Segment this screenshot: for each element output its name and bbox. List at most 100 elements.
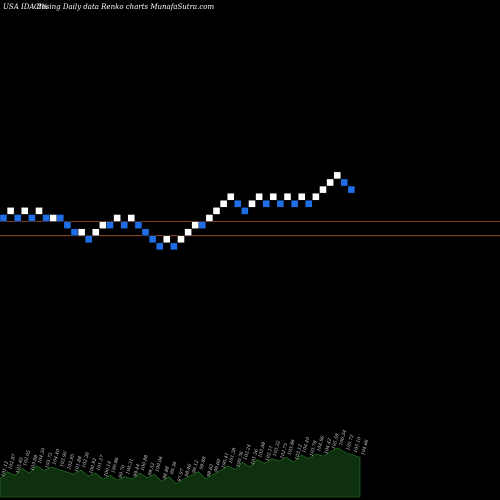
volume-label-38: 102.75 <box>279 442 289 459</box>
volume-label-33: 102.24 <box>243 444 253 461</box>
volume-label-24: 97.97 <box>176 468 185 482</box>
volume-area <box>0 447 361 498</box>
volume-label-42: 103.78 <box>309 440 319 457</box>
volume-label-16: 99.70 <box>118 464 127 478</box>
renko-brick-20 <box>141 228 150 236</box>
volume-label-4: 103.88 <box>30 454 40 471</box>
volume-label-26: 99.12 <box>191 460 200 474</box>
renko-brick-22 <box>155 242 164 251</box>
renko-brick-9 <box>63 221 72 229</box>
renko-brick-39 <box>276 200 285 208</box>
renko-brick-47 <box>333 171 341 180</box>
volume-label-3: 102.05 <box>22 450 32 467</box>
volume-label-6: 103.75 <box>44 452 54 469</box>
volume-label-32: 100.76 <box>235 451 245 468</box>
renko-brick-19 <box>134 221 143 229</box>
volume-label-8: 103.90 <box>59 451 69 468</box>
renko-brick-15 <box>106 221 114 229</box>
volume-label-21: 100.06 <box>154 456 164 473</box>
renko-brick-26 <box>184 228 192 236</box>
chart-caption: Closing Daily data Renko charts MunafaSu… <box>34 3 214 11</box>
volume-label-49: 104.66 <box>360 439 370 456</box>
volume-label-43: 104.96 <box>316 435 326 452</box>
volume-label-11: 102.36 <box>81 451 91 468</box>
renko-brick-13 <box>92 228 100 236</box>
renko-brick-35 <box>248 200 256 208</box>
volume-label-46: 106.34 <box>338 429 348 446</box>
volume-label-9: 102.95 <box>66 453 76 470</box>
volume-label-14: 100.14 <box>103 460 113 477</box>
volume-label-31: 101.38 <box>228 447 238 464</box>
renko-brick-14 <box>99 221 107 229</box>
renko-brick-36 <box>255 192 263 201</box>
volume-label-40: 103.12 <box>294 444 304 461</box>
renko-bricks <box>0 171 356 251</box>
renko-brick-0 <box>0 214 8 222</box>
renko-brick-8 <box>56 214 64 222</box>
renko-brick-44 <box>312 192 320 201</box>
renko-brick-21 <box>148 235 157 244</box>
renko-brick-28 <box>198 221 207 229</box>
volume-label-39: 103.86 <box>287 439 297 456</box>
renko-brick-37 <box>262 200 270 208</box>
volume-label-41: 104.40 <box>301 436 311 453</box>
volume-label-37: 103.32 <box>272 440 282 457</box>
volume-label-5: 104.20 <box>37 447 47 464</box>
renko-brick-11 <box>77 228 86 236</box>
chart-symbol: USA IDA 8% <box>3 3 48 11</box>
renko-brick-32 <box>226 192 235 201</box>
volume-label-35: 102.88 <box>257 441 267 458</box>
volume-label-36: 102.11 <box>265 445 275 462</box>
volume-panel <box>0 447 361 498</box>
volume-label-25: 98.46 <box>184 463 193 477</box>
renko-brick-7 <box>49 214 57 222</box>
volume-label-15: 100.86 <box>110 457 120 474</box>
volume-label-18: 99.44 <box>132 463 141 477</box>
renko-brick-31 <box>219 200 228 208</box>
renko-brick-33 <box>234 200 242 208</box>
renko-brick-24 <box>170 242 178 251</box>
renko-brick-45 <box>319 185 327 194</box>
volume-label-47: 105.72 <box>345 434 355 451</box>
volume-label-34: 101.56 <box>250 448 260 465</box>
volume-label-23: 99.36 <box>169 461 178 475</box>
renko-brick-2 <box>13 214 22 222</box>
renko-brick-29 <box>205 214 214 222</box>
renko-brick-4 <box>28 214 36 222</box>
volume-label-17: 100.31 <box>125 458 135 475</box>
volume-label-30: 100.41 <box>221 452 231 469</box>
volume-label-44: 104.42 <box>323 438 333 455</box>
volume-label-19: 100.88 <box>140 454 150 471</box>
volume-label-22: 98.88 <box>162 466 171 480</box>
renko-brick-16 <box>113 214 121 222</box>
volume-labels: 101.12102.87103.40102.05103.88104.20103.… <box>0 429 370 482</box>
renko-brick-17 <box>120 221 128 229</box>
volume-label-48: 105.10 <box>353 436 363 453</box>
volume-label-12: 100.92 <box>88 457 98 474</box>
volume-label-28: 98.62 <box>206 463 215 477</box>
renko-brick-40 <box>283 192 292 201</box>
volume-label-0: 101.12 <box>0 460 10 477</box>
volume-label-13: 101.57 <box>96 454 106 471</box>
renko-brick-6 <box>42 214 50 222</box>
volume-label-2: 103.40 <box>15 457 25 474</box>
renko-brick-5 <box>35 207 43 215</box>
renko-brick-42 <box>298 192 306 201</box>
renko-brick-3 <box>21 207 29 215</box>
renko-brick-18 <box>127 214 136 222</box>
volume-label-10: 101.88 <box>74 456 84 473</box>
renko-brick-25 <box>177 235 185 244</box>
renko-brick-10 <box>70 228 79 236</box>
renko-brick-41 <box>290 200 299 208</box>
volume-label-45: 105.58 <box>331 433 341 450</box>
renko-brick-30 <box>212 207 221 215</box>
renko-brick-27 <box>191 221 199 229</box>
renko-brick-34 <box>241 207 249 215</box>
volume-label-27: 99.88 <box>199 456 208 470</box>
volume-label-7: 104.40 <box>52 448 62 465</box>
renko-brick-12 <box>84 235 93 244</box>
renko-brick-1 <box>6 207 15 215</box>
renko-brick-43 <box>305 200 313 208</box>
